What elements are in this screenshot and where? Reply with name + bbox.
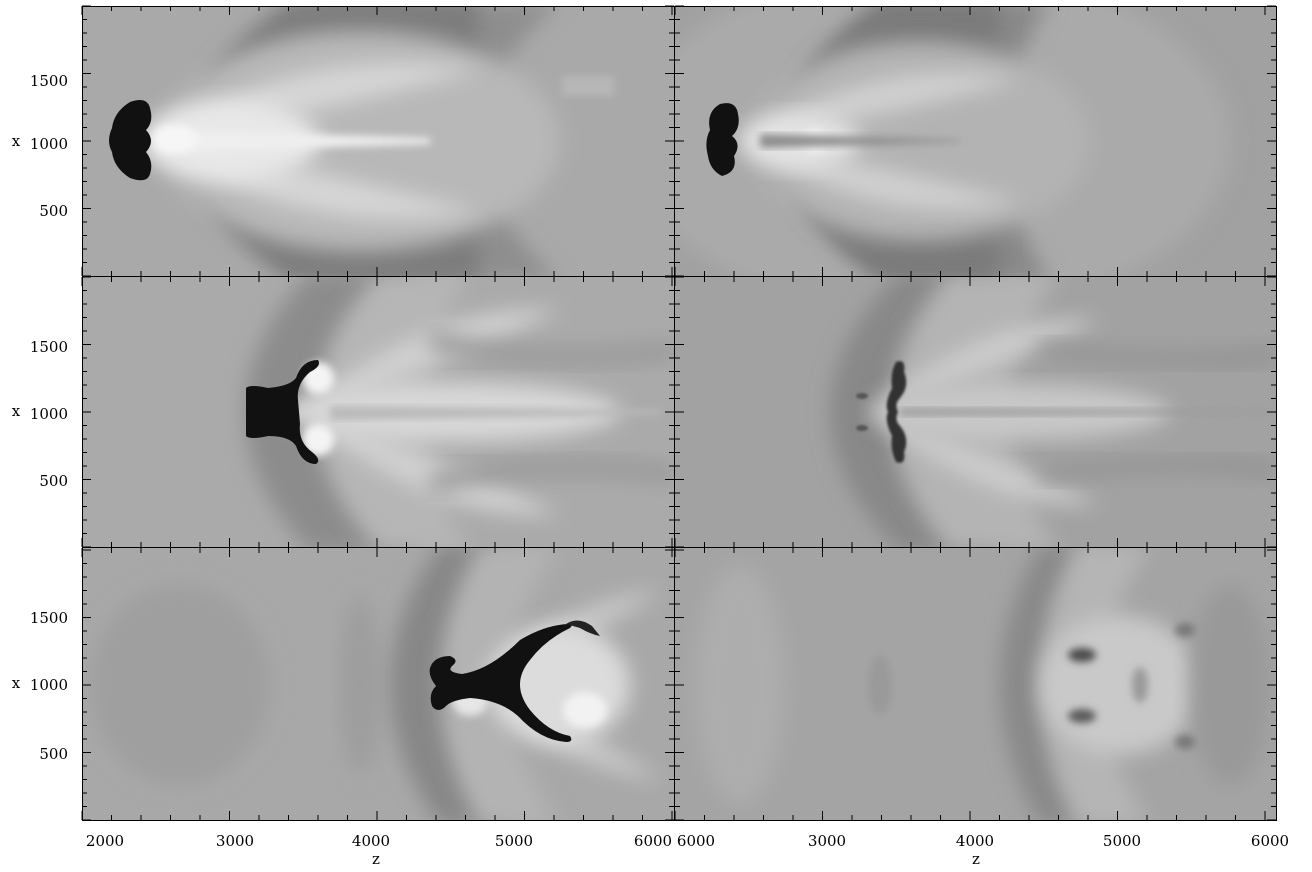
x-tick-label: 6000 bbox=[634, 832, 672, 850]
x-tick-label: 6000 bbox=[677, 832, 715, 850]
x-axis-left: 2000 3000 4000 5000 6000 z bbox=[86, 832, 672, 868]
y-axis-title: x bbox=[12, 674, 21, 692]
x-tick-label: 2000 bbox=[86, 832, 124, 850]
panel-bottom-right bbox=[675, 548, 1276, 820]
cloud-core-middle-left bbox=[246, 360, 319, 464]
y-axis-title: x bbox=[12, 402, 21, 420]
y-tick-label-500: 500 bbox=[39, 202, 68, 220]
y-tick-label-1500: 1500 bbox=[30, 72, 68, 90]
x-tick-label: 6000 bbox=[1251, 832, 1289, 850]
cloud-remnant-bottom-right bbox=[1068, 623, 1195, 749]
x-axis-right: 6000 3000 4000 5000 6000 z bbox=[677, 832, 1289, 868]
y-axis-row-2: 1500 1000 500 x bbox=[12, 338, 68, 490]
y-tick-label-1000: 1000 bbox=[30, 405, 68, 423]
y-tick-label-500: 500 bbox=[39, 472, 68, 490]
x-tick-label: 5000 bbox=[495, 832, 533, 850]
x-tick-label: 3000 bbox=[216, 832, 254, 850]
tick-marks bbox=[81, 5, 1276, 821]
y-tick-label-500: 500 bbox=[39, 745, 68, 763]
x-tick-label: 4000 bbox=[352, 832, 390, 850]
panel-middle-left bbox=[82, 277, 674, 547]
panel-top-left bbox=[82, 6, 674, 276]
x-tick-label: 4000 bbox=[956, 832, 994, 850]
y-tick-label-1500: 1500 bbox=[30, 338, 68, 356]
x-axis-title: z bbox=[972, 850, 980, 868]
cloud-core-top-left bbox=[109, 100, 152, 181]
y-axis-row-3: 1500 1000 500 x bbox=[12, 609, 68, 763]
x-axis-title: z bbox=[372, 850, 380, 868]
panel-top-right bbox=[675, 6, 1276, 276]
y-axis-row-1: 1500 1000 500 x bbox=[12, 72, 68, 220]
cloud-remnant-middle-right bbox=[856, 361, 907, 463]
x-tick-label: 5000 bbox=[1103, 832, 1141, 850]
panel-bottom-left bbox=[82, 548, 674, 820]
y-tick-label-1000: 1000 bbox=[30, 676, 68, 694]
y-tick-label-1000: 1000 bbox=[30, 135, 68, 153]
y-tick-label-1500: 1500 bbox=[30, 609, 68, 627]
panel-middle-right bbox=[675, 277, 1276, 547]
cloud-core-top-right bbox=[706, 103, 739, 176]
cloud-core-bottom-left bbox=[429, 620, 600, 742]
y-axis-title: x bbox=[12, 132, 21, 150]
x-tick-label: 3000 bbox=[808, 832, 846, 850]
